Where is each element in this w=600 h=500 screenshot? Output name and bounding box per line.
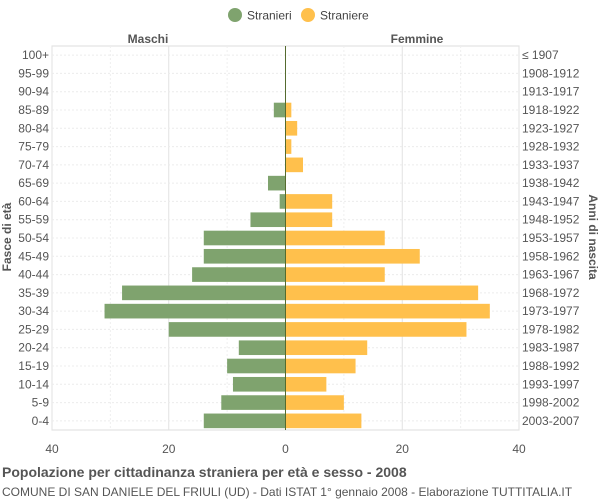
y-axis-title-right: Anni di nascita (586, 194, 600, 280)
birth-year-label: ≤ 1907 (522, 48, 559, 62)
bar-male-25-29 (168, 322, 286, 337)
x-tick-label: 40 (45, 442, 59, 456)
y-axis-title-left: Fasce di età (0, 202, 14, 271)
side-label-males: Maschi (128, 32, 169, 46)
birth-year-labels: ≤ 1907 1908-1912 1913-1917 1918-1922 1923-19… (522, 48, 580, 428)
x-tick-label: 20 (396, 442, 410, 456)
x-tick-label: 40 (512, 442, 526, 456)
bar-female-75-79 (285, 139, 292, 154)
birth-year-label: 1923-1927 (522, 121, 580, 135)
birth-year-label: 1948-1952 (522, 213, 580, 227)
birth-year-label: 1913-1917 (522, 85, 580, 99)
birth-year-label: 1908-1912 (522, 66, 580, 80)
age-group-label: 95-99 (18, 66, 49, 80)
age-group-label: 20-24 (18, 341, 49, 355)
bar-male-50-54 (203, 230, 286, 246)
age-group-label: 85-89 (18, 103, 49, 117)
bar-female-15-19 (285, 358, 356, 374)
x-tick-label: 0 (282, 442, 289, 456)
x-tick-label: 20 (162, 442, 176, 456)
birth-year-label: 1943-1947 (522, 194, 580, 208)
chart-subtitle: COMUNE DI SAN DANIELE DEL FRIULI (UD) - … (2, 485, 573, 499)
birth-year-label: 1998-2002 (522, 396, 580, 410)
chart-title: Popolazione per cittadinanza straniera p… (2, 464, 407, 480)
bar-female-50-54 (285, 230, 385, 246)
age-group-label: 5-9 (32, 396, 50, 410)
bars (104, 102, 490, 429)
bar-female-40-44 (285, 267, 385, 282)
birth-year-label: 1988-1992 (522, 359, 580, 373)
birth-year-label: 1918-1922 (522, 103, 580, 117)
birth-year-label: 1963-1967 (522, 268, 580, 282)
age-group-label: 40-44 (18, 268, 49, 282)
age-group-label: 70-74 (18, 158, 49, 172)
bar-female-85-89 (285, 102, 292, 118)
bar-male-55-59 (250, 212, 286, 228)
bar-male-85-89 (273, 102, 286, 118)
bar-male-20-24 (238, 340, 286, 356)
birth-year-label: 2003-2007 (522, 414, 580, 428)
legend-marker-straniere (301, 8, 315, 22)
age-group-label: 65-69 (18, 176, 49, 190)
bar-female-55-59 (285, 212, 333, 228)
bar-male-0-4 (203, 413, 286, 429)
birth-year-label: 1973-1977 (522, 304, 580, 318)
bar-female-5-9 (285, 395, 344, 410)
age-group-label: 75-79 (18, 140, 49, 154)
bar-male-15-19 (227, 358, 286, 374)
bar-female-70-74 (285, 157, 304, 173)
age-group-label: 25-29 (18, 322, 49, 336)
bar-male-10-14 (232, 376, 286, 392)
birth-year-label: 1938-1942 (522, 176, 580, 190)
age-group-label: 45-49 (18, 249, 49, 263)
legend: Stranieri Straniere (228, 8, 369, 23)
legend-marker-stranieri (228, 8, 242, 22)
bar-female-45-49 (285, 248, 420, 264)
bar-male-30-34 (104, 303, 286, 319)
bar-male-45-49 (203, 248, 286, 264)
age-group-label: 15-19 (18, 359, 49, 373)
birth-year-label: 1958-1962 (522, 249, 580, 263)
birth-year-label: 1953-1957 (522, 231, 580, 245)
x-axis-ticks: 40 20 0 20 40 (45, 442, 526, 456)
birth-year-label: 1968-1972 (522, 286, 580, 300)
age-group-label: 55-59 (18, 213, 49, 227)
age-group-label: 30-34 (18, 304, 49, 318)
bar-male-65-69 (267, 175, 286, 191)
age-group-label: 10-14 (18, 377, 49, 391)
age-group-label: 35-39 (18, 286, 49, 300)
birth-year-label: 1933-1937 (522, 158, 580, 172)
birth-year-label: 1978-1982 (522, 322, 580, 336)
bar-female-30-34 (285, 303, 490, 319)
legend-label-stranieri: Stranieri (247, 9, 292, 23)
bar-female-0-4 (285, 413, 362, 429)
bar-female-20-24 (285, 340, 368, 356)
birth-year-label: 1983-1987 (522, 341, 580, 355)
bar-male-40-44 (192, 267, 286, 282)
age-group-labels: 100+ 95-99 90-94 85-89 80-84 75-79 70-74 65-69 6… (18, 48, 49, 428)
side-label-females: Femmine (391, 32, 444, 46)
bar-male-35-39 (122, 285, 286, 301)
age-group-label: 90-94 (18, 85, 49, 99)
age-group-label: 80-84 (18, 121, 49, 135)
age-group-label: 100+ (22, 48, 49, 62)
bar-female-35-39 (285, 285, 479, 301)
bar-male-5-9 (221, 395, 286, 410)
birth-year-label: 1993-1997 (522, 377, 580, 391)
bar-female-60-64 (285, 194, 333, 209)
bar-female-25-29 (285, 322, 467, 337)
legend-label-straniere: Straniere (320, 9, 369, 23)
age-group-label: 0-4 (32, 414, 50, 428)
age-group-label: 60-64 (18, 194, 49, 208)
bar-female-10-14 (285, 376, 327, 392)
bar-female-80-84 (285, 120, 298, 136)
bar-male-60-64 (279, 194, 286, 209)
birth-year-label: 1928-1932 (522, 140, 580, 154)
age-group-label: 50-54 (18, 231, 49, 245)
